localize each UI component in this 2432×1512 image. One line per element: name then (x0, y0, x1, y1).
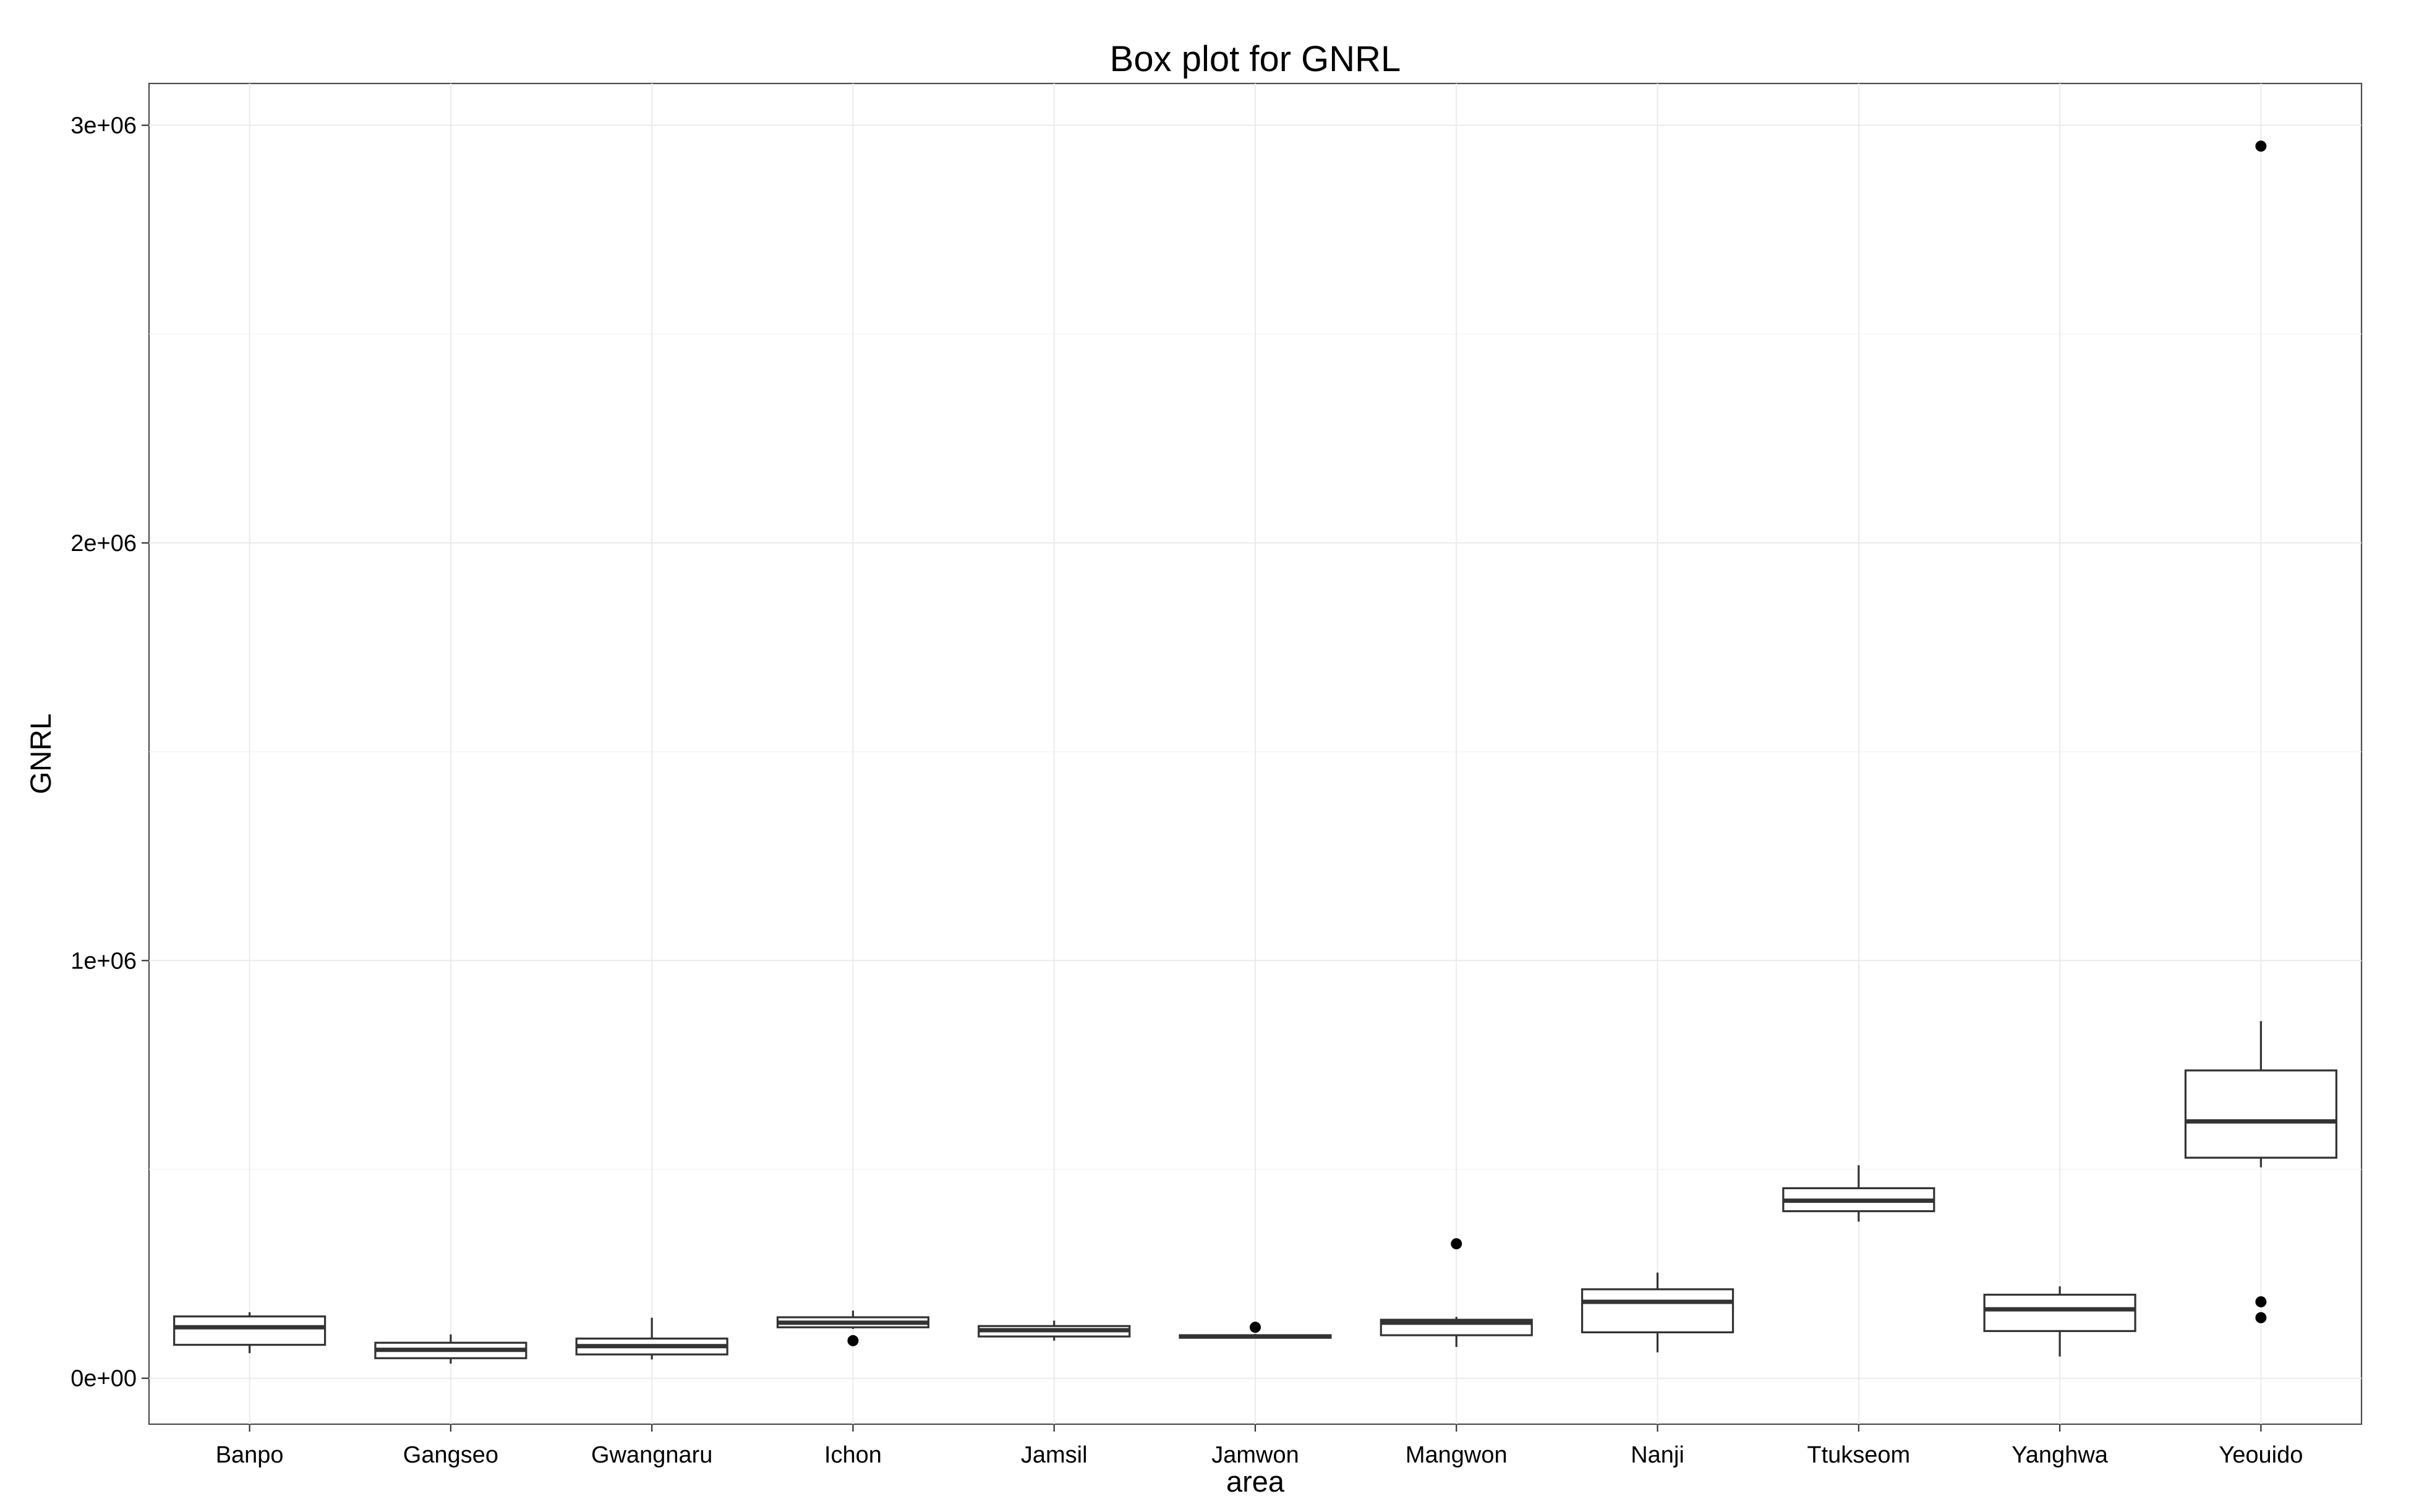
box-iqr (2184, 1069, 2337, 1159)
box-gwangnaru (575, 1317, 728, 1360)
outlier-point (2255, 1312, 2267, 1323)
grid-layer (149, 83, 2362, 1424)
outlier-point (1250, 1322, 1261, 1333)
x-tick-label: Banpo (216, 1442, 284, 1468)
x-tick-label: Yeouido (2219, 1442, 2303, 1468)
box-layer (173, 140, 2337, 1364)
y-tick-label: 1e+06 (70, 948, 137, 974)
box-jamwon (1179, 1322, 1332, 1339)
x-tick-label: Ttukseom (1807, 1442, 1910, 1468)
box-yeouido (2184, 140, 2337, 1323)
box-iqr (173, 1315, 326, 1346)
x-axis-title: area (1226, 1465, 1285, 1498)
x-tick-label: Jamsil (1021, 1442, 1088, 1468)
box-iqr (1581, 1288, 1734, 1334)
box-yanghwa (1983, 1286, 2136, 1357)
box-mangwon (1380, 1238, 1533, 1348)
x-tick-label: Gangseo (403, 1442, 498, 1468)
outlier-point (2255, 1296, 2267, 1308)
x-tick-label: Gwangnaru (591, 1442, 712, 1468)
outlier-point (2255, 140, 2267, 152)
box-ichon (776, 1310, 930, 1346)
chart-title: Box plot for GNRL (1110, 39, 1401, 79)
y-axis-title: GNRL (24, 714, 57, 795)
box-gangseo (374, 1334, 527, 1364)
y-tick-label: 2e+06 (70, 531, 137, 557)
outlier-point (1451, 1238, 1462, 1250)
box-banpo (173, 1312, 326, 1354)
y-tick-label: 3e+06 (70, 113, 137, 139)
box-jamsil (978, 1320, 1131, 1341)
x-tick-label: Mangwon (1406, 1442, 1508, 1468)
axis-layer: 0e+00 1e+06 2e+06 3e+06 Banpo Gangseo Gwangnar… (70, 113, 2303, 1468)
x-tick-label: Yanghwa (2012, 1442, 2109, 1468)
box-nanji (1581, 1272, 1734, 1352)
outlier-point (847, 1335, 859, 1346)
x-tick-label: Ichon (824, 1442, 882, 1468)
x-tick-label: Jamwon (1211, 1442, 1299, 1468)
x-tick-label: Nanji (1631, 1442, 1684, 1468)
y-tick-label: 0e+00 (70, 1366, 137, 1392)
box-iqr (1983, 1294, 2136, 1332)
box-ttukseom (1782, 1165, 1935, 1222)
